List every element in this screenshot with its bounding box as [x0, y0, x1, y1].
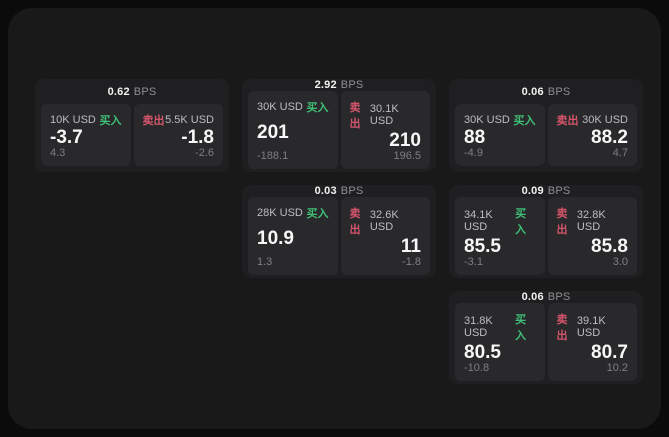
buy-tag: 买入: [515, 314, 527, 342]
buy-amount: 31.8K USD: [464, 315, 493, 339]
buy-tag: 买入: [306, 102, 329, 114]
buy-price: 88: [464, 127, 486, 148]
buy-amount: 28K USD: [257, 207, 303, 219]
buy-amount: 30K USD: [464, 114, 510, 126]
sell-panel[interactable]: 卖出 39.1K USD 80.7 10.2: [547, 303, 637, 381]
quote-card: 0.06 BPS 31.8K USD 买入 80.5 -10.8 卖出 39.1…: [449, 291, 643, 384]
buy-delta: 1.3: [257, 256, 273, 268]
bps-value: 0.62: [107, 85, 130, 98]
buy-tag: 买入: [513, 115, 536, 127]
bps-header: 0.06 BPS: [449, 79, 643, 104]
buy-price: 80.5: [464, 342, 501, 363]
app-window: 0.62 BPS 10K USD 买入 -3.7 4.3 卖出 5.5K USD: [8, 8, 661, 429]
sell-amount: 39.1K USD: [576, 315, 606, 339]
sell-amount: 5.5K USD: [165, 114, 214, 126]
bps-unit-label: BPS: [547, 85, 571, 98]
sell-delta: -2.6: [195, 147, 214, 159]
buy-panel[interactable]: 34.1K USD 买入 85.5 -3.1: [455, 197, 545, 275]
sell-panel[interactable]: 卖出 32.6K USD 11 -1.8: [340, 197, 430, 275]
sell-amount: 32.8K USD: [576, 209, 606, 233]
buy-panel[interactable]: 30K USD 买入 88 -4.9: [455, 104, 545, 166]
buy-delta: -4.9: [464, 147, 483, 159]
buy-panel[interactable]: 28K USD 买入 10.9 1.3: [248, 197, 338, 275]
quote-card: 2.92 BPS 30K USD 买入 201 -188.1 卖出 30.1K …: [242, 79, 436, 172]
sell-panel[interactable]: 卖出 5.5K USD -1.8 -2.6: [133, 104, 223, 166]
sell-delta: -1.8: [402, 256, 421, 268]
bps-value: 0.09: [521, 185, 544, 197]
quote-card-grid: 0.62 BPS 10K USD 买入 -3.7 4.3 卖出 5.5K USD: [35, 79, 643, 384]
bps-unit-label: BPS: [340, 185, 364, 197]
buy-tag: 买入: [306, 208, 329, 220]
buy-delta: 4.3: [50, 147, 66, 159]
sell-delta: 10.2: [606, 362, 628, 374]
buy-sell-panels: 31.8K USD 买入 80.5 -10.8 卖出 39.1K USD 80.…: [455, 303, 637, 381]
sell-panel[interactable]: 卖出 30K USD 88.2 4.7: [547, 104, 637, 166]
quote-card: 0.03 BPS 28K USD 买入 10.9 1.3 卖出 32.6K US…: [242, 185, 436, 278]
bps-value: 0.06: [521, 291, 544, 303]
sell-tag: 卖出: [556, 208, 568, 236]
buy-price: 85.5: [464, 236, 501, 257]
quote-card: 0.06 BPS 30K USD 买入 88 -4.9 卖出 30K USD: [449, 79, 643, 172]
quote-card: 0.62 BPS 10K USD 买入 -3.7 4.3 卖出 5.5K USD: [35, 79, 229, 172]
bps-header: 2.92 BPS: [242, 79, 436, 91]
sell-delta: 196.5: [393, 150, 421, 162]
quote-card: 0.09 BPS 34.1K USD 买入 85.5 -3.1 卖出 32.8K…: [449, 185, 643, 278]
sell-tag: 卖出: [349, 208, 361, 236]
buy-tag: 买入: [515, 208, 527, 236]
bps-unit-label: BPS: [547, 291, 571, 303]
sell-panel[interactable]: 卖出 32.8K USD 85.8 3.0: [547, 197, 637, 275]
sell-amount: 32.6K USD: [369, 209, 399, 233]
sell-tag: 卖出: [142, 115, 165, 127]
bps-unit-label: BPS: [547, 185, 571, 197]
buy-amount: 30K USD: [257, 101, 303, 113]
bps-header: 0.06 BPS: [449, 291, 643, 303]
sell-tag: 卖出: [556, 115, 579, 127]
buy-delta: -3.1: [464, 256, 483, 268]
buy-sell-panels: 10K USD 买入 -3.7 4.3 卖出 5.5K USD -1.8 -2.…: [41, 104, 223, 166]
buy-tag: 买入: [99, 115, 122, 127]
sell-price: 85.8: [591, 236, 628, 257]
buy-sell-panels: 30K USD 买入 88 -4.9 卖出 30K USD 88.2 4.7: [455, 104, 637, 166]
bps-unit-label: BPS: [340, 79, 364, 91]
buy-delta: -10.8: [464, 362, 490, 374]
buy-price: 201: [257, 122, 289, 143]
sell-price: 11: [400, 236, 421, 257]
bps-unit-label: BPS: [133, 85, 157, 98]
buy-delta: -188.1: [257, 150, 289, 162]
sell-price: -1.8: [181, 127, 214, 148]
buy-amount: 10K USD: [50, 114, 96, 126]
buy-sell-panels: 30K USD 买入 201 -188.1 卖出 30.1K USD 210 1…: [248, 91, 430, 169]
sell-tag: 卖出: [556, 314, 568, 342]
buy-sell-panels: 34.1K USD 买入 85.5 -3.1 卖出 32.8K USD 85.8…: [455, 197, 637, 275]
buy-price: -3.7: [50, 127, 83, 148]
buy-panel[interactable]: 30K USD 买入 201 -188.1: [248, 91, 338, 169]
buy-amount: 34.1K USD: [464, 209, 493, 233]
sell-delta: 3.0: [612, 256, 628, 268]
buy-price: 10.9: [257, 228, 294, 249]
bps-value: 0.06: [521, 85, 544, 98]
bps-header: 0.62 BPS: [35, 79, 229, 104]
buy-sell-panels: 28K USD 买入 10.9 1.3 卖出 32.6K USD 11 -1.8: [248, 197, 430, 275]
sell-panel[interactable]: 卖出 30.1K USD 210 196.5: [340, 91, 430, 169]
sell-tag: 卖出: [349, 102, 361, 130]
bps-value: 0.03: [314, 185, 337, 197]
buy-panel[interactable]: 31.8K USD 买入 80.5 -10.8: [455, 303, 545, 381]
sell-price: 80.7: [591, 342, 628, 363]
sell-amount: 30K USD: [582, 114, 628, 126]
bps-value: 2.92: [314, 79, 337, 91]
buy-panel[interactable]: 10K USD 买入 -3.7 4.3: [41, 104, 131, 166]
sell-price: 88.2: [591, 127, 628, 148]
bps-header: 0.09 BPS: [449, 185, 643, 197]
sell-delta: 4.7: [612, 147, 628, 159]
bps-header: 0.03 BPS: [242, 185, 436, 197]
sell-amount: 30.1K USD: [369, 103, 399, 127]
sell-price: 210: [389, 130, 421, 151]
